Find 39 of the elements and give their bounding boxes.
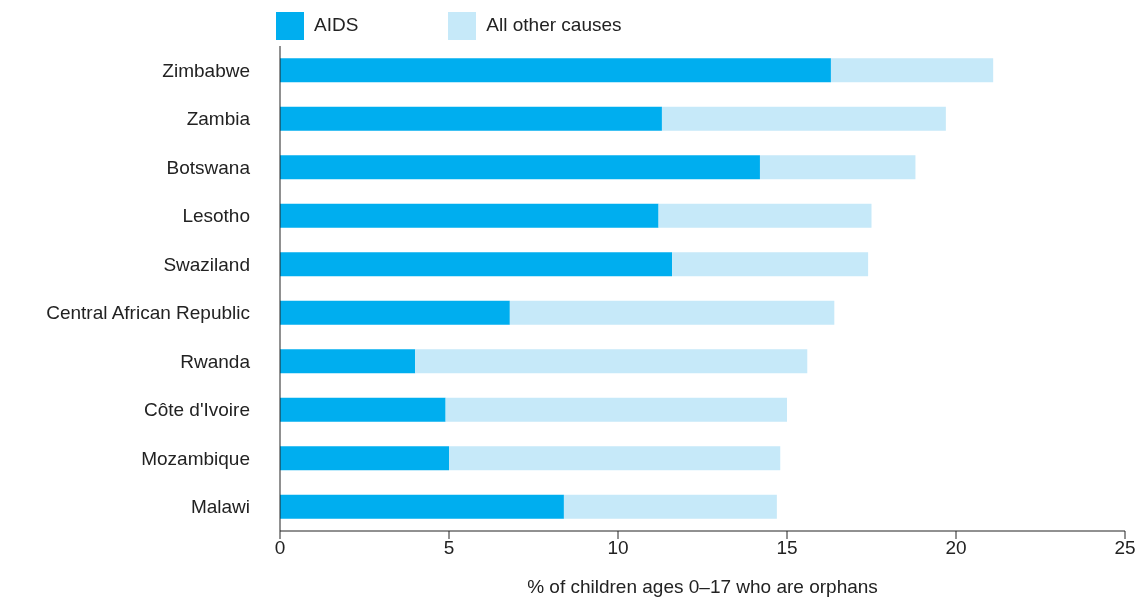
x-tick-label: 10 xyxy=(607,537,629,559)
bar xyxy=(672,252,869,277)
y-tick-label: Mozambique xyxy=(141,447,250,469)
bar xyxy=(445,397,787,422)
bar xyxy=(280,106,662,131)
y-tick-label: Zimbabwe xyxy=(162,60,250,81)
bar xyxy=(509,300,835,325)
x-tick-label: 0 xyxy=(274,537,286,559)
y-tick-label: Central African Republic xyxy=(46,302,250,324)
bar xyxy=(280,252,673,277)
y-tick-label: Zambia xyxy=(186,108,251,130)
bar xyxy=(661,106,946,131)
bar xyxy=(830,58,994,83)
y-tick-label: Lesotho xyxy=(182,205,250,227)
y-tick-label: Botswana xyxy=(166,156,251,178)
bar xyxy=(449,446,781,471)
x-tick-label: 25 xyxy=(1114,537,1136,559)
bar xyxy=(759,155,916,180)
y-tick-label: Rwanda xyxy=(180,350,251,372)
bar xyxy=(280,155,760,180)
bar xyxy=(280,300,510,325)
bar xyxy=(280,397,446,422)
y-tick-label: Swaziland xyxy=(163,253,250,275)
bar xyxy=(415,349,808,374)
x-tick-label: 15 xyxy=(776,537,798,559)
bar xyxy=(280,446,449,471)
x-tick-label: 20 xyxy=(945,537,967,559)
legend-label: All other causes xyxy=(486,14,622,36)
bar xyxy=(280,58,831,83)
bar xyxy=(280,349,416,374)
x-axis-title: % of children ages 0–17 who are orphans xyxy=(527,576,878,597)
y-tick-label: Côte d'Ivoire xyxy=(143,399,250,421)
bar xyxy=(563,494,777,519)
bar xyxy=(280,203,659,228)
legend-label: AIDS xyxy=(314,14,359,36)
x-tick-label: 5 xyxy=(443,537,455,559)
y-tick-label: Malawi xyxy=(190,496,250,518)
bar xyxy=(658,203,872,228)
bar xyxy=(280,494,564,519)
